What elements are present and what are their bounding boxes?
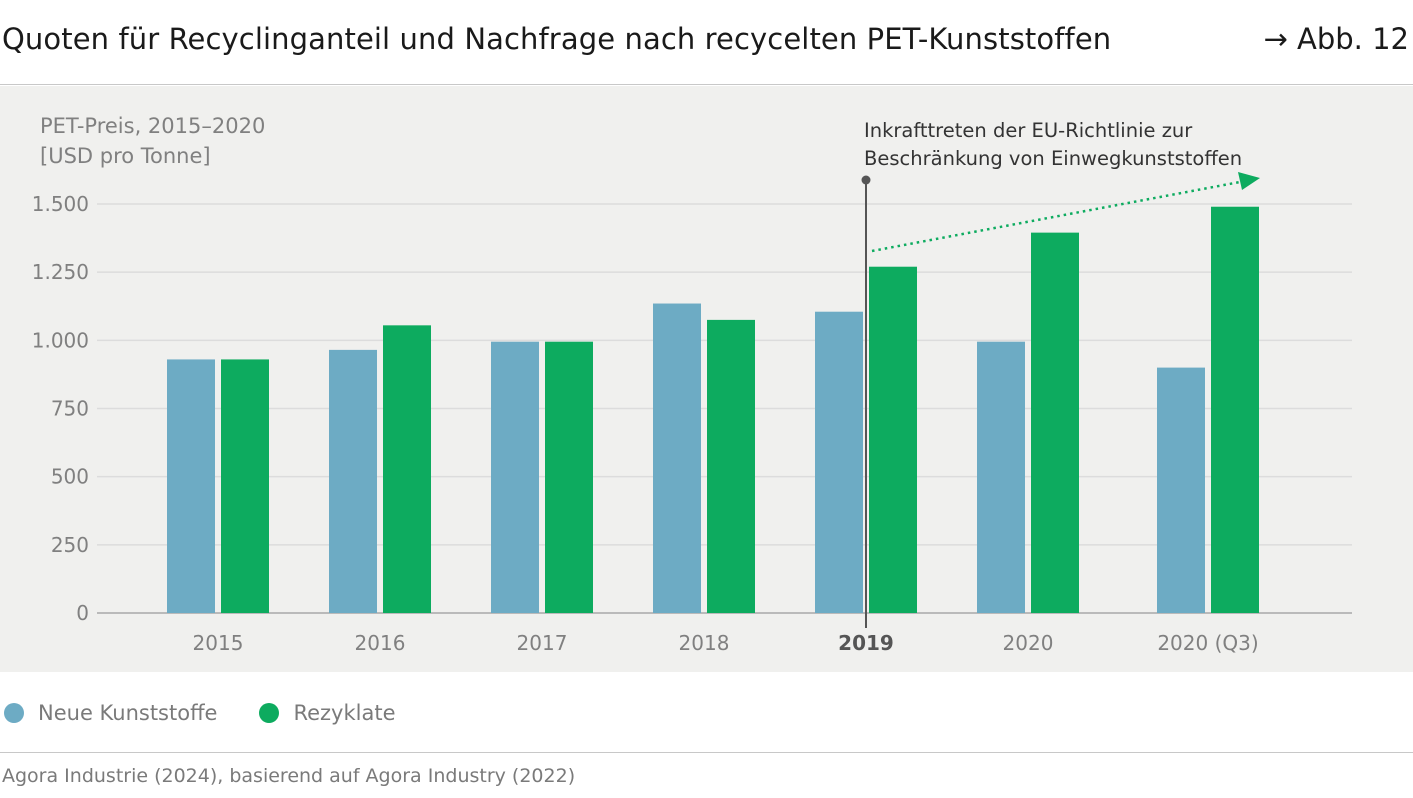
x-tick-label: 2017 [517, 631, 568, 655]
figure-reference: → Abb. 12 [1263, 22, 1409, 56]
x-tick-label: 2020 [1003, 631, 1054, 655]
x-tick-label: 2018 [679, 631, 730, 655]
y-tick-label: 1.000 [32, 328, 89, 352]
x-tick-label: 2016 [355, 631, 406, 655]
bar-neue-kunststoffe [1157, 367, 1205, 613]
bar-rezyklate [869, 266, 917, 613]
bar-neue-kunststoffe [167, 359, 215, 613]
legend-item-rezyklate: Rezyklate [255, 701, 396, 725]
y-tick-label: 1.250 [32, 260, 89, 284]
y-tick-label: 500 [51, 465, 89, 489]
y-axis-label: PET-Preis, 2015–2020 [40, 114, 266, 138]
legend-label-rezyklate: Rezyklate [293, 701, 396, 725]
bar-chart: 0 250 500 750 1.000 1.250 1.500 2015 2016 2017 201… [32, 119, 1352, 655]
bar-neue-kunststoffe [329, 349, 377, 613]
bar-neue-kunststoffe [653, 303, 701, 613]
annotation-marker-dot [861, 175, 871, 185]
x-tick-label: 2015 [193, 631, 244, 655]
y-tick-label: 0 [76, 601, 89, 625]
legend-swatch-neue [4, 703, 24, 723]
x-tick-label: 2019 [838, 631, 894, 655]
bar-neue-kunststoffe [815, 311, 863, 613]
figure-title: Quoten für Recyclinganteil und Nachfrage… [2, 22, 1112, 56]
bar-rezyklate [545, 341, 593, 613]
bar-rezyklate [383, 325, 431, 613]
annotation-text-line1: Inkrafttreten der EU-Richtlinie zur [864, 119, 1193, 142]
bar-neue-kunststoffe [491, 341, 539, 613]
legend-label-neue: Neue Kunststoffe [38, 701, 218, 725]
bar-rezyklate [707, 319, 755, 613]
header: Quoten für Recyclinganteil und Nachfrage… [0, 0, 1413, 85]
legend: Neue Kunststoffe Rezyklate [0, 698, 434, 728]
footer-divider [0, 752, 1413, 753]
bar-rezyklate [1031, 232, 1079, 613]
trend-arrow-head [1238, 172, 1260, 190]
y-tick-label: 750 [51, 397, 89, 421]
y-axis-unit: [USD pro Tonne] [40, 144, 211, 168]
trend-arrow-line [871, 180, 1241, 253]
annotation-text-line2: Beschränkung von Einwegkunststoffen [864, 147, 1242, 170]
y-tick-label: 250 [51, 533, 89, 557]
legend-item-neue: Neue Kunststoffe [0, 701, 217, 725]
bar-rezyklate [1211, 206, 1259, 613]
source-note: Agora Industrie (2024), basierend auf Ag… [2, 765, 576, 787]
x-tick-label: 2020 (Q3) [1157, 631, 1258, 655]
legend-swatch-rezyklate [259, 703, 280, 723]
bar-neue-kunststoffe [977, 341, 1025, 613]
y-tick-label: 1.500 [32, 192, 89, 216]
bar-rezyklate [221, 359, 269, 613]
